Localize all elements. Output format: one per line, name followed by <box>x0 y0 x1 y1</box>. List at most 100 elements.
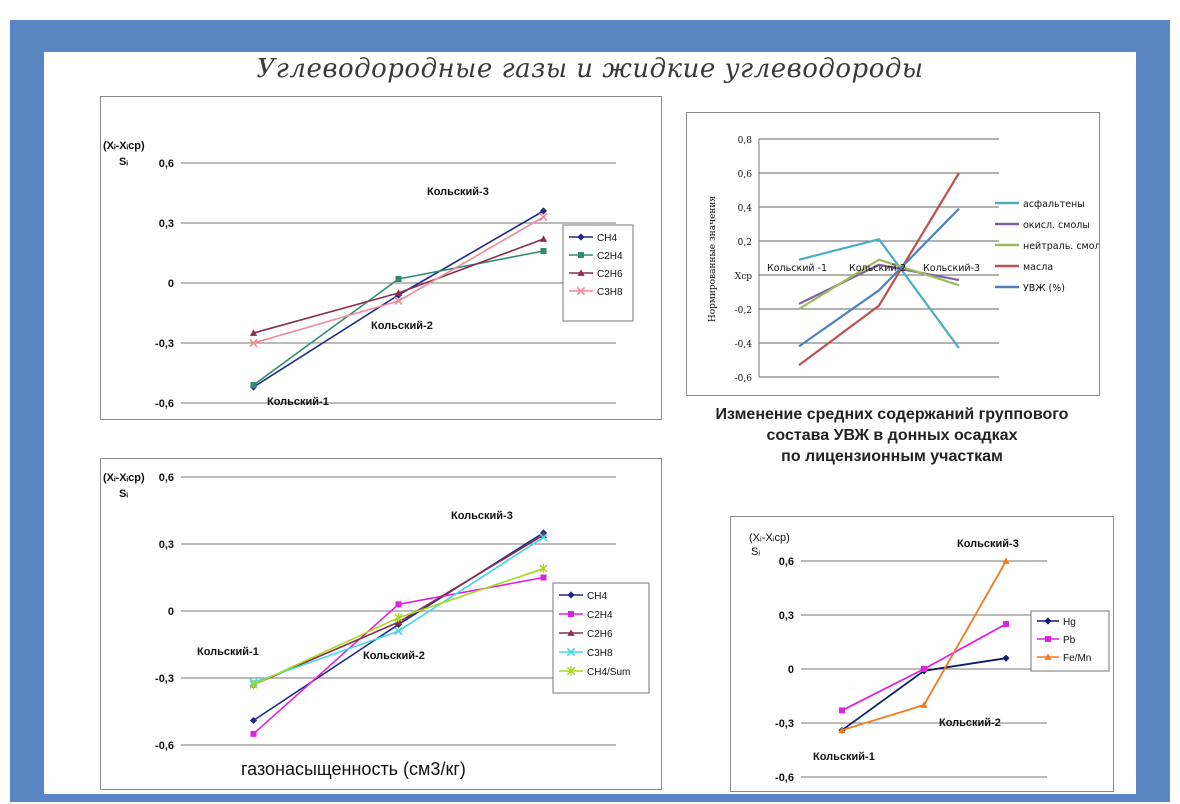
y-tick-label: 0,2 <box>738 238 752 248</box>
chart-panel-gas-saturation: 0,6 0,3 0 -0,3 -0,6 Кольский-1 Кольский-2 Кольс… <box>100 458 662 790</box>
data-point <box>539 235 548 242</box>
chart3-caption-line2: состава УВЖ в донных осадках <box>766 427 1018 444</box>
category-label: Кольский-2 <box>849 263 906 274</box>
y-tick-label: 0,6 <box>738 170 753 180</box>
x-axis-label: газонасыщенность (см3/кг) <box>241 759 466 779</box>
legend-entry: CH4/Sum <box>587 667 630 678</box>
y-tick-label: 0,6 <box>779 556 794 568</box>
data-point <box>920 701 928 708</box>
y-tick-label: 0,3 <box>159 218 174 230</box>
category-label: Кольский -1 <box>767 263 827 274</box>
data-point <box>838 726 846 734</box>
category-label: Кольский-1 <box>813 751 875 763</box>
legend-entry: C3H8 <box>587 648 613 659</box>
legend-marker <box>578 252 584 258</box>
y-tick-label: 0,3 <box>159 539 174 551</box>
legend-entry: CH4 <box>587 591 607 602</box>
data-point <box>394 613 403 623</box>
legend-entry: УВЖ (%) <box>1023 283 1065 294</box>
category-label: Кольский-3 <box>923 263 980 274</box>
data-point <box>539 563 548 574</box>
data-point <box>249 716 258 725</box>
y-tick-label: Хср <box>735 272 752 282</box>
legend-entry: асфальтены <box>1023 199 1085 210</box>
data-point <box>250 730 257 737</box>
y-axis-label: (Xᵢ-Xᵢcp) <box>103 472 145 484</box>
legend-entry: масла <box>1023 262 1053 273</box>
category-label: Кольский-1 <box>267 396 329 408</box>
series-line-5 <box>798 207 960 348</box>
legend-entry: CH4 <box>597 233 617 244</box>
chart-panel-gases-ppm: 0,6 0,3 0 -0,3 -0,6 Кольский-1 Кольский-2 Кольс… <box>100 96 662 420</box>
legend-marker <box>577 233 585 241</box>
category-label: Кольский-2 <box>939 717 1001 729</box>
legend-marker <box>568 611 574 617</box>
y-tick-label: 0,4 <box>738 204 753 214</box>
legend-entry: окисл. смолы <box>1023 220 1090 231</box>
chart-gas-saturation: 0,6 0,3 0 -0,3 -0,6 Кольский-1 Кольский-2 Кольс… <box>103 472 650 779</box>
legend-entry: Fe/Mn <box>1063 653 1091 664</box>
y-tick-label: 0,3 <box>779 610 794 622</box>
data-point <box>394 296 403 306</box>
series-line-4 <box>798 172 960 366</box>
series-line-1 <box>798 238 960 349</box>
legend-entry: C2H6 <box>587 629 613 640</box>
data-point <box>249 329 258 336</box>
series-line-3 <box>253 534 544 686</box>
y-tick-label: -0,3 <box>155 673 174 685</box>
legend-entry: нейтраль. смолы <box>1023 241 1099 252</box>
series-line-2 <box>253 250 544 386</box>
y-axis-label: (Xᵢ-Xᵢcp) <box>749 532 790 544</box>
legend-marker <box>1045 636 1051 642</box>
y-axis-label-denominator: Sᵢ <box>751 546 760 558</box>
y-axis-label: Нормированные значения <box>708 196 718 323</box>
data-point <box>249 338 258 348</box>
y-tick-label: -0,3 <box>155 338 174 350</box>
data-point <box>1002 654 1010 662</box>
category-label: Кольский-1 <box>197 646 259 658</box>
slide-title: Углеводородные газы и жидкие углеводород… <box>256 54 924 84</box>
y-tick-label: -0,4 <box>735 340 753 350</box>
legend-marker <box>566 647 576 657</box>
chart-panel-uvzh-composition: 0,8 0,6 0,4 0,2 Хср -0,2 -0,4 -0,6 Кольский -1 Ко… <box>686 112 1100 396</box>
legend-entry: C3H8 <box>597 287 623 298</box>
y-tick-label: -0,2 <box>735 306 752 316</box>
legend-marker <box>577 269 585 276</box>
legend-entry: Hg <box>1063 617 1076 628</box>
y-axis-label-denominator: Sᵢ <box>119 156 128 168</box>
data-point <box>539 533 548 542</box>
data-point <box>839 707 845 714</box>
data-point <box>394 626 403 636</box>
chart-uvzh-composition: 0,8 0,6 0,4 0,2 Хср -0,2 -0,4 -0,6 Кольский -1 Ко… <box>708 136 1099 384</box>
y-tick-label: 0 <box>788 664 794 676</box>
chart-panel-metals: 0,6 0,3 0 -0,3 -0,6 Кольский-1 Кольский-2 Кольс… <box>730 516 1114 792</box>
series-line-1 <box>253 210 544 388</box>
series-line-2 <box>798 263 960 305</box>
y-tick-label: 0,8 <box>738 136 753 146</box>
y-tick-label: 0,6 <box>159 472 174 484</box>
y-tick-label: -0,6 <box>155 398 174 410</box>
y-axis-label: (Xᵢ-Xᵢcp) <box>103 140 145 152</box>
y-tick-label: 0 <box>168 278 174 290</box>
legend-entry: C2H4 <box>587 610 613 621</box>
category-label: Кольский-2 <box>363 650 425 662</box>
legend-entry: C2H6 <box>597 269 623 280</box>
data-point <box>540 248 547 254</box>
y-tick-label: -0,6 <box>155 740 174 752</box>
chart3-caption: Изменение средних содержаний группового … <box>692 404 1092 467</box>
y-tick-label: 0,6 <box>159 158 174 170</box>
legend-entry: C2H4 <box>597 251 623 262</box>
y-tick-label: -0,6 <box>775 772 794 784</box>
data-point <box>394 289 403 296</box>
category-label: Кольский-3 <box>451 510 513 522</box>
slide-frame: Углеводородные газы и жидкие углеводород… <box>10 20 1170 802</box>
data-point <box>921 666 927 672</box>
y-tick-label: -0,3 <box>775 718 794 730</box>
series-line-3 <box>253 238 544 334</box>
legend-marker <box>567 591 575 599</box>
chart3-caption-line1: Изменение средних содержаний группового <box>715 406 1069 423</box>
slide-content: Углеводородные газы и жидкие углеводород… <box>44 52 1136 794</box>
category-label: Кольский-3 <box>427 186 489 198</box>
legend-marker <box>576 286 586 296</box>
chart-metals: 0,6 0,3 0 -0,3 -0,6 Кольский-1 Кольский-2 Кольс… <box>749 532 1110 784</box>
